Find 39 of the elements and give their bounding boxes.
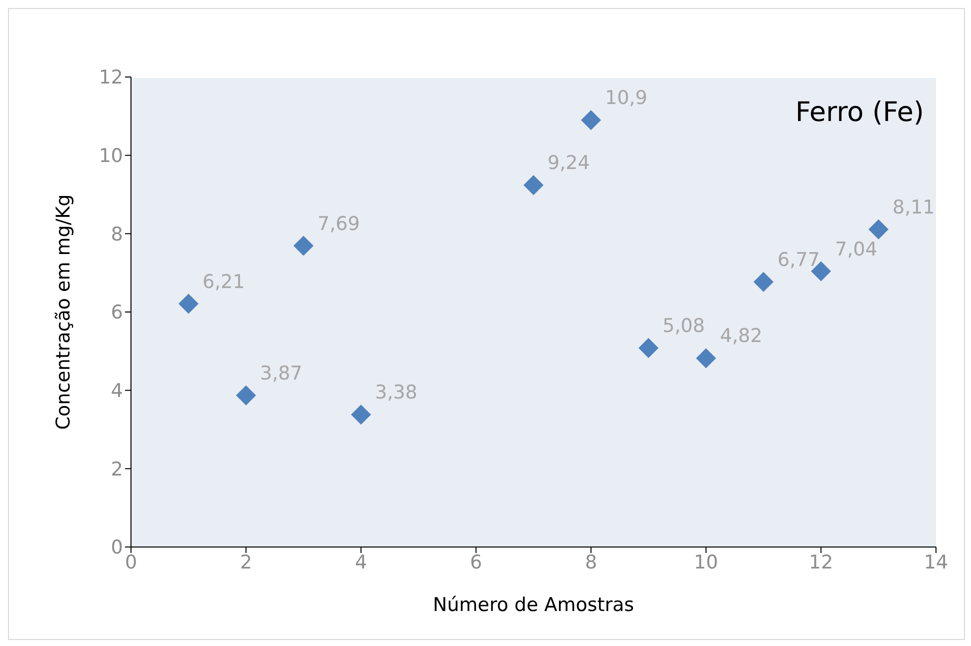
data-label: 8,11 [892,196,935,218]
data-label: 4,82 [720,325,762,348]
data-label: 6,77 [778,248,820,271]
point [524,175,544,196]
point [868,219,888,240]
x-tick-label: 8 [584,551,598,574]
data-label: 6,21 [202,270,245,293]
x-tick-label: 10 [694,551,718,574]
x-tick-label: 12 [808,551,834,574]
point [581,110,601,130]
x-tick-label: 14 [924,551,948,574]
point [351,404,371,425]
data-label: 10,9 [605,87,648,110]
x-tick-label: 0 [124,551,138,574]
y-tick-label: 12 [98,66,123,89]
point [638,338,658,358]
y-axis-title: Concentração em mg/Kg [52,194,75,430]
y-tick-label: 10 [98,145,123,168]
text: Ferro (Fe) [795,97,924,128]
y-tick-label: 8 [110,223,123,246]
point [754,272,774,292]
point [236,385,256,406]
x-tick-label: 4 [354,551,368,574]
x-tick-label: 6 [470,551,482,574]
x-axis-title: Número de Amostras [432,594,634,616]
data-label: 3,38 [375,382,418,404]
y-tick-label: 4 [110,380,123,402]
data-label: 3,87 [260,362,302,384]
data-label: 7,69 [318,212,360,235]
point [696,348,716,368]
y-tick-label: 2 [110,458,123,480]
x-tick-label: 2 [240,551,252,574]
y-tick-label: 0 [110,536,123,559]
point [294,236,314,256]
point [178,294,198,314]
data-label: 7,04 [835,238,878,260]
data-label: 9,24 [548,152,590,174]
data-label: 5,08 [662,315,705,338]
y-tick-label: 6 [110,302,123,324]
